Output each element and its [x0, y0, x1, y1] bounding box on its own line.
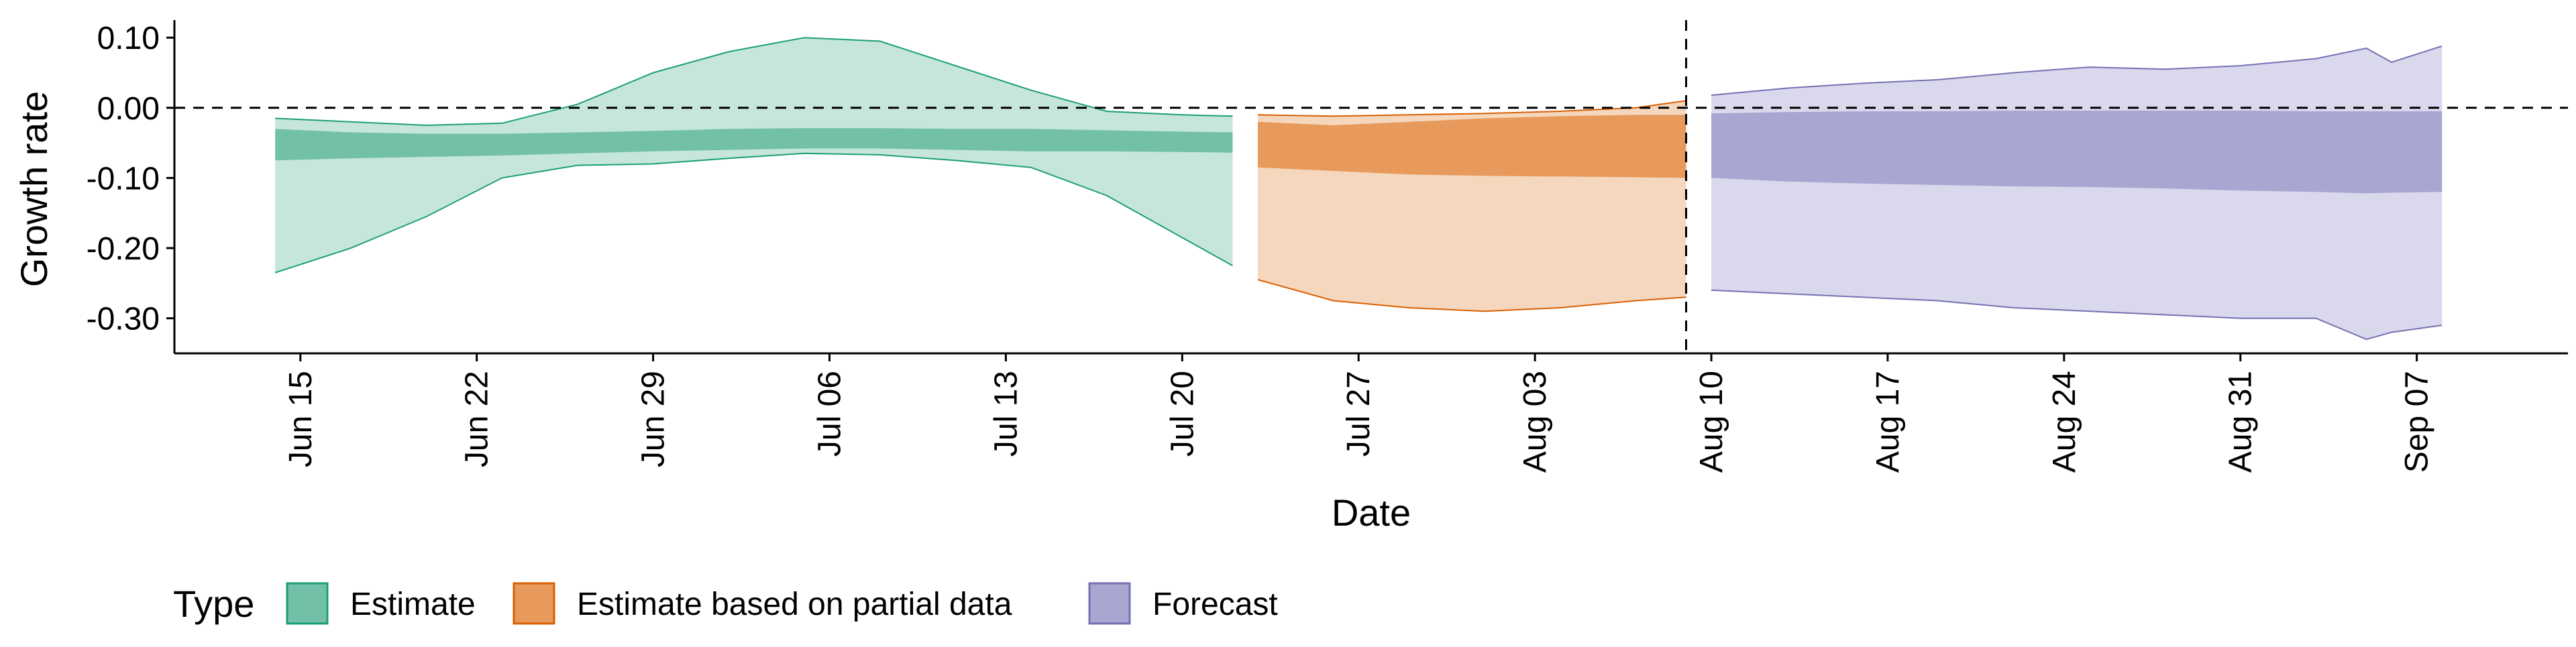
series-1-upper-edge — [1257, 100, 1686, 117]
y-tick-label: -0.30 — [87, 302, 160, 337]
x-tick-label: Jul 06 — [812, 371, 848, 457]
reference-lines — [174, 20, 2568, 353]
x-tick-label: Aug 17 — [1870, 371, 1906, 473]
legend-key-2 — [1088, 582, 1131, 625]
bands-layer — [274, 37, 2443, 341]
x-tick-label: Aug 31 — [2223, 371, 2259, 473]
series-1-inner-band — [1258, 115, 1686, 178]
series-0-inner-band — [275, 128, 1233, 161]
series-2-upper-edge — [1711, 45, 2443, 96]
x-tick-label: Aug 03 — [1517, 371, 1553, 473]
x-tick-label: Jun 15 — [283, 371, 319, 467]
series-0-lower-edge — [274, 152, 1233, 274]
legend: Type Estimate Estimate based on partial d… — [173, 582, 1278, 625]
x-ticks: Jun 15 Jun 22 Jun 29 Jul 06 Jul 13 Jul 20 Jul … — [283, 353, 2435, 473]
x-tick-label: Aug 24 — [2047, 371, 2082, 473]
y-tick-label: -0.10 — [87, 161, 160, 196]
legend-label-2: Forecast — [1152, 587, 1278, 622]
y-axis-label: Growth rate — [13, 91, 55, 288]
x-tick-label: Aug 10 — [1694, 371, 1729, 473]
series-0-outer-band — [275, 38, 1233, 273]
x-axis-label: Date — [1332, 491, 1411, 534]
legend-label-0: Estimate — [350, 587, 476, 622]
x-tick-label: Jun 29 — [636, 371, 672, 467]
x-tick-label: Sep 07 — [2400, 371, 2435, 473]
legend-title: Type — [173, 583, 254, 625]
x-tick-label: Jul 20 — [1165, 371, 1200, 457]
series-0-upper-edge — [275, 37, 1233, 126]
legend-key-0 — [286, 582, 329, 625]
y-tick-label: -0.20 — [87, 231, 160, 267]
axes — [173, 20, 2568, 355]
series-1-lower-edge — [1257, 279, 1686, 312]
x-tick-label: Jul 13 — [988, 371, 1024, 457]
y-tick-label: 0.00 — [97, 91, 160, 127]
y-tick-label: 0.10 — [97, 21, 160, 56]
legend-label-1: Estimate based on partial data — [577, 587, 1012, 622]
x-tick-label: Jul 27 — [1341, 371, 1377, 457]
series-2-inner-band — [1711, 111, 2443, 194]
legend-key-1 — [513, 582, 555, 625]
series-2-lower-edge — [1711, 289, 2443, 341]
x-tick-label: Jun 22 — [460, 371, 495, 467]
y-ticks: 0.10 0.00 -0.10 -0.20 -0.30 — [87, 21, 174, 337]
